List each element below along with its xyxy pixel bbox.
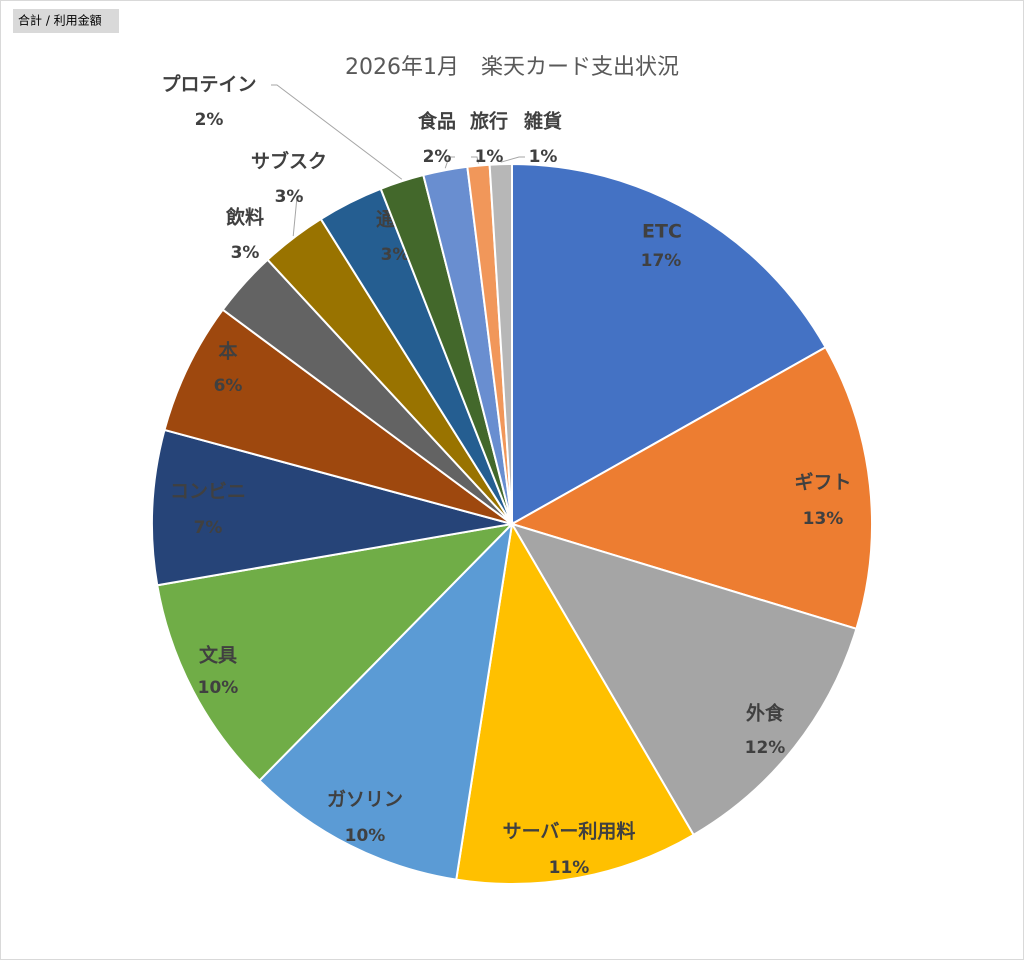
value-label: 6% <box>214 376 243 396</box>
value-label: 3% <box>275 187 304 207</box>
value-label: 7% <box>194 518 223 538</box>
slice-label: サブスク <box>251 150 327 173</box>
pie-slice <box>163 308 513 525</box>
field-button[interactable]: 合計 / 利用金額 <box>18 13 102 28</box>
slice-label: コンビニ <box>170 481 246 503</box>
slice-label: プロテイン <box>161 73 256 96</box>
leader-line <box>500 156 525 163</box>
slice-label: 飲料 <box>225 206 264 229</box>
pie-slice <box>156 522 515 782</box>
pie-slice <box>455 521 695 885</box>
slice-label: 食品 <box>418 110 456 133</box>
value-label: 17% <box>641 251 682 271</box>
slice-label: ガソリン <box>327 789 403 811</box>
leader-line <box>444 156 455 169</box>
leader-line <box>292 196 303 237</box>
slice-label: 雑貨 <box>523 110 562 133</box>
value-label: 2% <box>195 110 224 130</box>
slice-label: 旅行 <box>470 110 508 133</box>
value-label: 3% <box>381 245 410 265</box>
field-button-bg[interactable] <box>13 9 119 33</box>
pie-slice <box>151 428 513 587</box>
pie-slice <box>511 162 827 526</box>
value-label: 3% <box>231 243 260 263</box>
value-label: 10% <box>198 678 239 698</box>
chart-title: 2026年1月 楽天カード支出状況 <box>345 55 679 80</box>
slice-label: ギフト <box>794 472 851 494</box>
slice-label: 本 <box>218 340 237 363</box>
pie-slice <box>488 162 513 525</box>
value-label: 1% <box>475 147 504 167</box>
pie-slice <box>509 522 858 837</box>
leader-line <box>271 84 403 180</box>
slice-label: 外食 <box>746 702 785 725</box>
value-label: 10% <box>345 826 386 846</box>
value-label: 13% <box>803 509 844 529</box>
value-label: 1% <box>529 147 558 167</box>
pie-slice <box>258 521 514 881</box>
leader-line <box>471 156 479 164</box>
pie-slice <box>509 345 873 631</box>
slice-label: 文具 <box>199 644 237 667</box>
value-label: 12% <box>745 738 786 758</box>
slice-label: サーバー利用料 <box>503 820 636 843</box>
value-label: 2% <box>423 147 452 167</box>
slice-label: ETC <box>642 221 682 243</box>
value-label: 11% <box>549 858 590 878</box>
